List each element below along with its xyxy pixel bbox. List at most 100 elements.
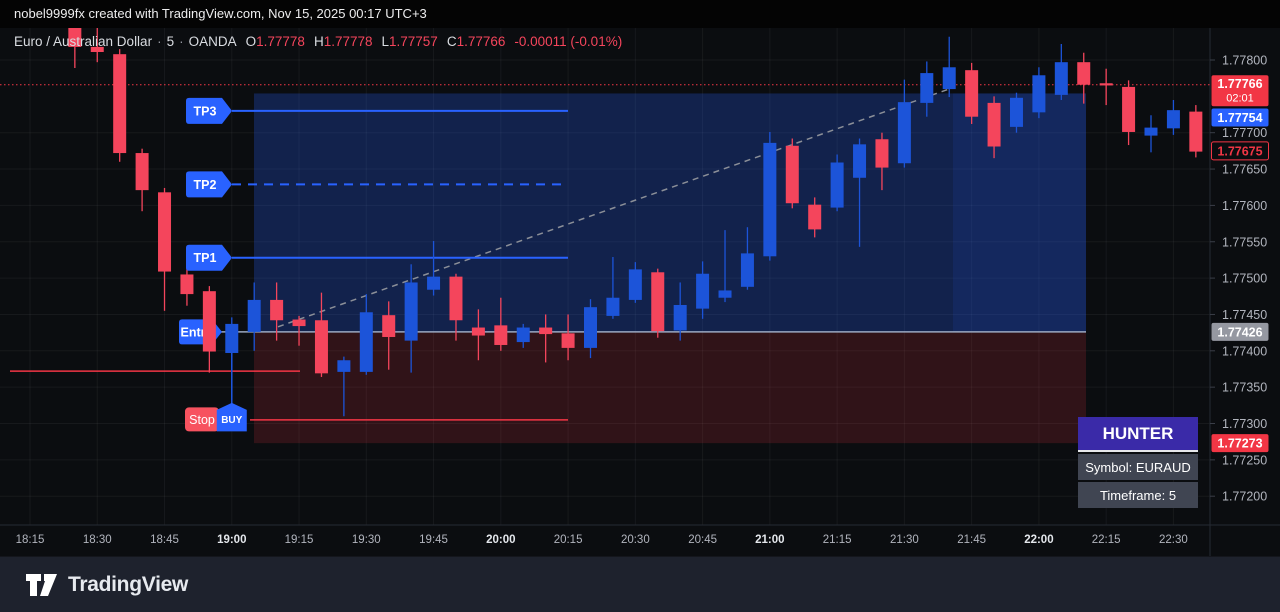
candle-20:35	[651, 268, 665, 338]
ohlc-values: O1.77778 H1.77778 L1.77757 C1.77766	[237, 34, 506, 49]
long-zone-overlay	[953, 93, 1086, 332]
tradingview-logo-icon[interactable]	[26, 573, 58, 597]
svg-text:1.77200: 1.77200	[1222, 490, 1267, 504]
candle-18:45	[158, 187, 172, 311]
time-axis[interactable]: 18:15 18:30 18:45 19:00 19:15 19:30 19:45 20:00…	[16, 534, 1188, 546]
svg-text:22:00: 22:00	[1024, 534, 1053, 546]
candle-21:20	[853, 138, 867, 247]
svg-text:21:00: 21:00	[755, 534, 784, 546]
candle-20:40	[673, 282, 687, 341]
separator-dot: ·	[157, 34, 162, 49]
stop-label[interactable]: Stop	[185, 407, 219, 432]
tp2-label[interactable]: TP2	[186, 171, 232, 198]
svg-text:20:15: 20:15	[554, 534, 583, 546]
candle-19:05	[247, 282, 261, 351]
candle-20:10	[539, 314, 553, 363]
trend-line[interactable]	[277, 86, 954, 328]
svg-text:TP3: TP3	[194, 104, 217, 118]
tp1-label[interactable]: TP1	[186, 244, 232, 271]
svg-text:18:45: 18:45	[150, 534, 179, 546]
candle-20:55	[740, 227, 754, 290]
svg-text:1.77250: 1.77250	[1222, 453, 1267, 467]
svg-text:1.77754: 1.77754	[1217, 111, 1262, 125]
svg-text:1.77426: 1.77426	[1217, 325, 1262, 339]
candle-19:50	[449, 273, 463, 341]
svg-text:18:30: 18:30	[83, 534, 112, 546]
separator-dot: ·	[179, 34, 184, 49]
candle-21:05	[785, 138, 799, 209]
symbol-header[interactable]: Euro / Australian Dollar · 5 · OANDA O1.77778…	[14, 34, 622, 49]
svg-text:20:30: 20:30	[621, 534, 650, 546]
svg-text:1.77300: 1.77300	[1222, 417, 1267, 431]
candle-22:05	[1054, 44, 1068, 100]
candle-21:25	[875, 132, 889, 191]
candle-21:40	[942, 36, 956, 98]
svg-text:1.77450: 1.77450	[1222, 308, 1267, 322]
svg-text:1.77273: 1.77273	[1217, 437, 1262, 451]
svg-text:21:15: 21:15	[823, 534, 852, 546]
candle-21:50	[987, 96, 1001, 159]
price-badge-1.77426: 1.77426	[1211, 322, 1269, 341]
svg-text:21:45: 21:45	[957, 534, 986, 546]
svg-text:20:00: 20:00	[486, 534, 515, 546]
candle-20:00	[494, 297, 508, 351]
hunter-symbol-row: Symbol: EURAUD	[1078, 454, 1198, 480]
ohlc-l: L1.77757	[381, 34, 438, 49]
hunter-timeframe-row: Timeframe: 5	[1078, 482, 1198, 508]
candle-22:25	[1144, 115, 1158, 153]
svg-text:1.77400: 1.77400	[1222, 344, 1267, 358]
candle-19:10	[270, 282, 284, 341]
candle-21:00	[763, 131, 777, 261]
candle-21:30	[897, 79, 911, 168]
attribution-bar: nobel9999fx created with TradingView.com…	[0, 0, 1280, 28]
svg-text:Stop: Stop	[189, 413, 215, 427]
buy-marker[interactable]: BUY	[216, 402, 247, 432]
ohlc-h: H1.77778	[313, 34, 373, 49]
svg-text:1.77500: 1.77500	[1222, 272, 1267, 286]
hunter-watermark-panel: HUNTER Symbol: EURAUD Timeframe: 5	[1078, 417, 1198, 508]
candle-18:40	[135, 148, 149, 212]
candle-18:55	[202, 286, 216, 373]
candle-22:10	[1077, 52, 1091, 104]
long-zone	[254, 93, 1086, 332]
candle-20:15	[561, 314, 575, 361]
candle-18:35	[113, 49, 127, 162]
candle-21:15	[830, 154, 844, 212]
stop-zone	[254, 331, 1086, 444]
interval-label[interactable]: 5	[166, 34, 175, 49]
svg-text:21:30: 21:30	[890, 534, 919, 546]
svg-text:1.77650: 1.77650	[1222, 163, 1267, 177]
symbol-title[interactable]: Euro / Australian Dollar	[14, 34, 153, 49]
candle-20:30	[628, 262, 642, 303]
svg-text:22:15: 22:15	[1092, 534, 1121, 546]
svg-text:1.77800: 1.77800	[1222, 54, 1267, 68]
candle-19:20	[314, 292, 328, 377]
tp3-label[interactable]: TP3	[186, 97, 232, 124]
candle-22:20	[1122, 80, 1136, 146]
svg-text:1.77550: 1.77550	[1222, 235, 1267, 249]
candle-20:50	[718, 230, 732, 303]
hunter-title: HUNTER	[1078, 417, 1198, 452]
price-badge-1.77273: 1.77273	[1211, 434, 1269, 453]
candle-22:00	[1032, 67, 1046, 119]
svg-text:02:01: 02:01	[1226, 93, 1254, 105]
ohlc-c: C1.77766	[446, 34, 506, 49]
candle-22:35	[1189, 105, 1203, 158]
candle-21:10	[808, 197, 822, 238]
candle-20:25	[606, 257, 620, 319]
candle-20:45	[696, 261, 710, 319]
exchange-label: OANDA	[188, 34, 237, 49]
tradingview-brand-text[interactable]: TradingView	[68, 572, 189, 596]
ohlc-o: O1.77778	[245, 34, 305, 49]
footer-bar: TradingView	[0, 556, 1280, 612]
svg-text:19:00: 19:00	[217, 534, 246, 546]
candle-20:20	[584, 299, 597, 359]
svg-text:20:45: 20:45	[688, 534, 717, 546]
svg-text:1.77600: 1.77600	[1222, 199, 1267, 213]
candle-22:15	[1099, 68, 1113, 106]
candle-19:35	[382, 301, 396, 370]
svg-text:1.77766: 1.77766	[1217, 77, 1262, 91]
price-axis[interactable]: 1.77800 1.77700 1.77650 1.77600 1.77550 1.775…	[1210, 54, 1267, 504]
